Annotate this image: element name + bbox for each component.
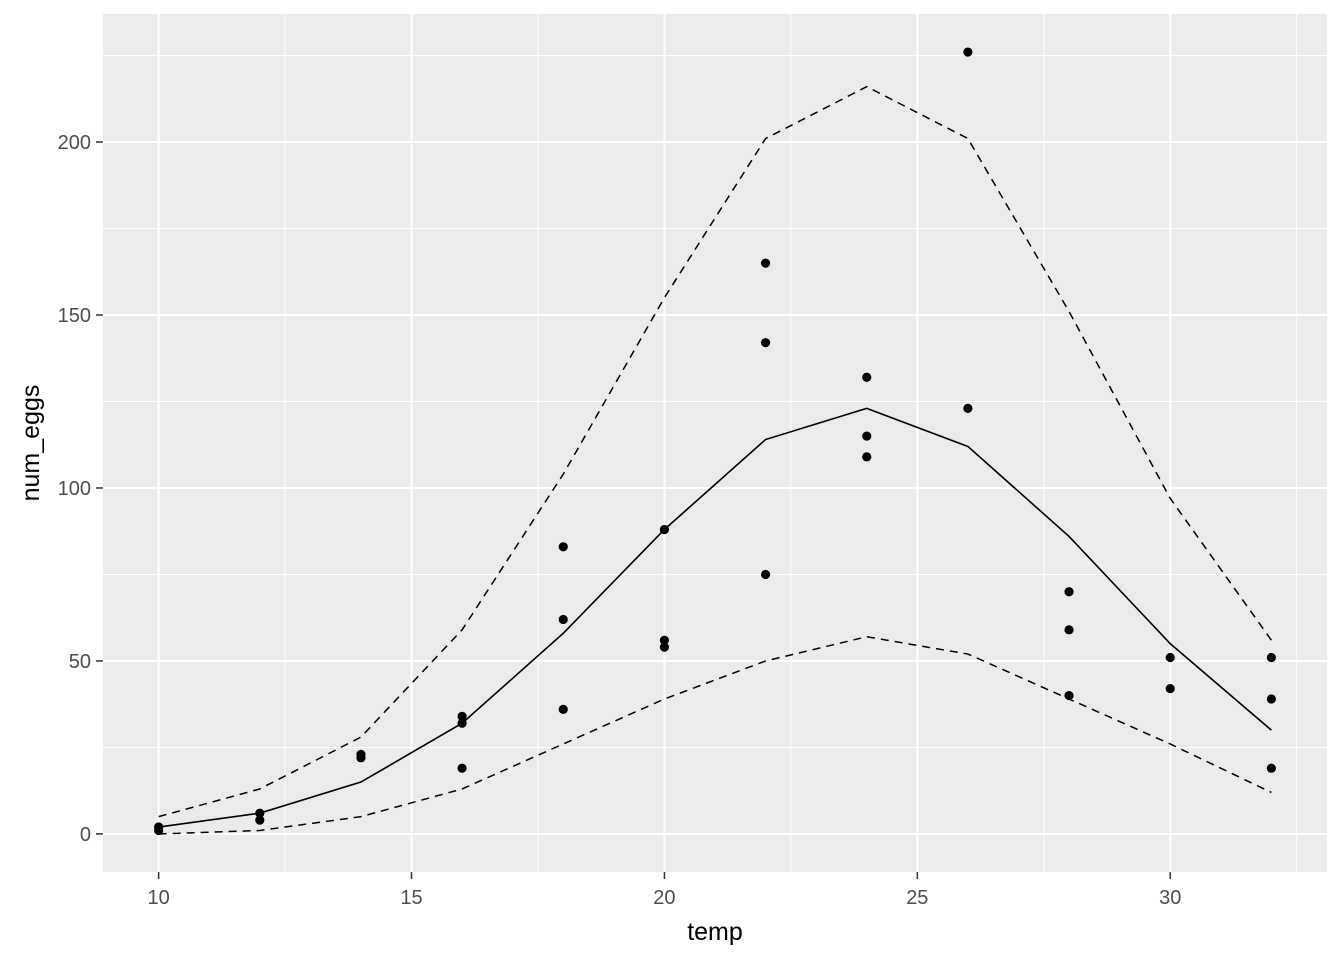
y-axis: 0 50 100 150 200 [58, 132, 103, 846]
data-point [356, 753, 366, 763]
y-axis-title: num_eggs [17, 385, 45, 502]
x-tick-label: 30 [1159, 887, 1181, 909]
data-point [558, 704, 568, 714]
data-point [1266, 694, 1276, 704]
plot-panel [103, 14, 1327, 872]
data-point [963, 47, 973, 57]
data-point [659, 642, 670, 652]
data-point [760, 258, 771, 268]
data-point [1064, 587, 1074, 597]
data-point [558, 542, 568, 552]
data-point [659, 635, 670, 645]
data-point [457, 763, 467, 773]
minor-gridlines [103, 14, 1327, 872]
lower-band-line [158, 635, 1272, 835]
fitted-line-group [158, 407, 1272, 828]
data-point [255, 815, 265, 825]
prediction-band-lines [158, 85, 1272, 835]
x-tick-label: 15 [400, 887, 422, 909]
data-point [862, 431, 872, 441]
data-point [457, 711, 467, 721]
data-point [659, 524, 670, 535]
x-tick-label: 20 [653, 887, 675, 909]
y-tick-label: 50 [69, 651, 91, 673]
y-tick-label: 100 [58, 478, 91, 500]
data-point [963, 403, 973, 414]
data-point [1266, 763, 1276, 773]
data-point [760, 338, 771, 348]
data-point [862, 452, 872, 462]
data-point [1266, 652, 1276, 663]
upper-band-line [158, 85, 1272, 818]
data-points [154, 47, 1276, 836]
data-point [1064, 625, 1074, 635]
major-gridlines [103, 14, 1327, 872]
y-tick-label: 200 [58, 132, 91, 154]
data-point [1064, 690, 1074, 701]
data-point [255, 808, 265, 818]
y-tick-label: 150 [58, 305, 91, 327]
fitted-line [158, 407, 1272, 828]
data-point [154, 825, 164, 836]
x-axis: 10 15 20 25 30 [148, 872, 1181, 909]
data-point [760, 569, 771, 580]
data-point [1165, 652, 1175, 663]
data-point [862, 372, 872, 382]
y-tick-label: 0 [80, 824, 91, 846]
data-point [457, 718, 467, 728]
x-tick-label: 25 [906, 887, 928, 909]
x-axis-title: temp [687, 918, 743, 946]
data-point [1165, 684, 1175, 694]
data-point [558, 614, 568, 625]
x-tick-label: 10 [148, 887, 170, 909]
